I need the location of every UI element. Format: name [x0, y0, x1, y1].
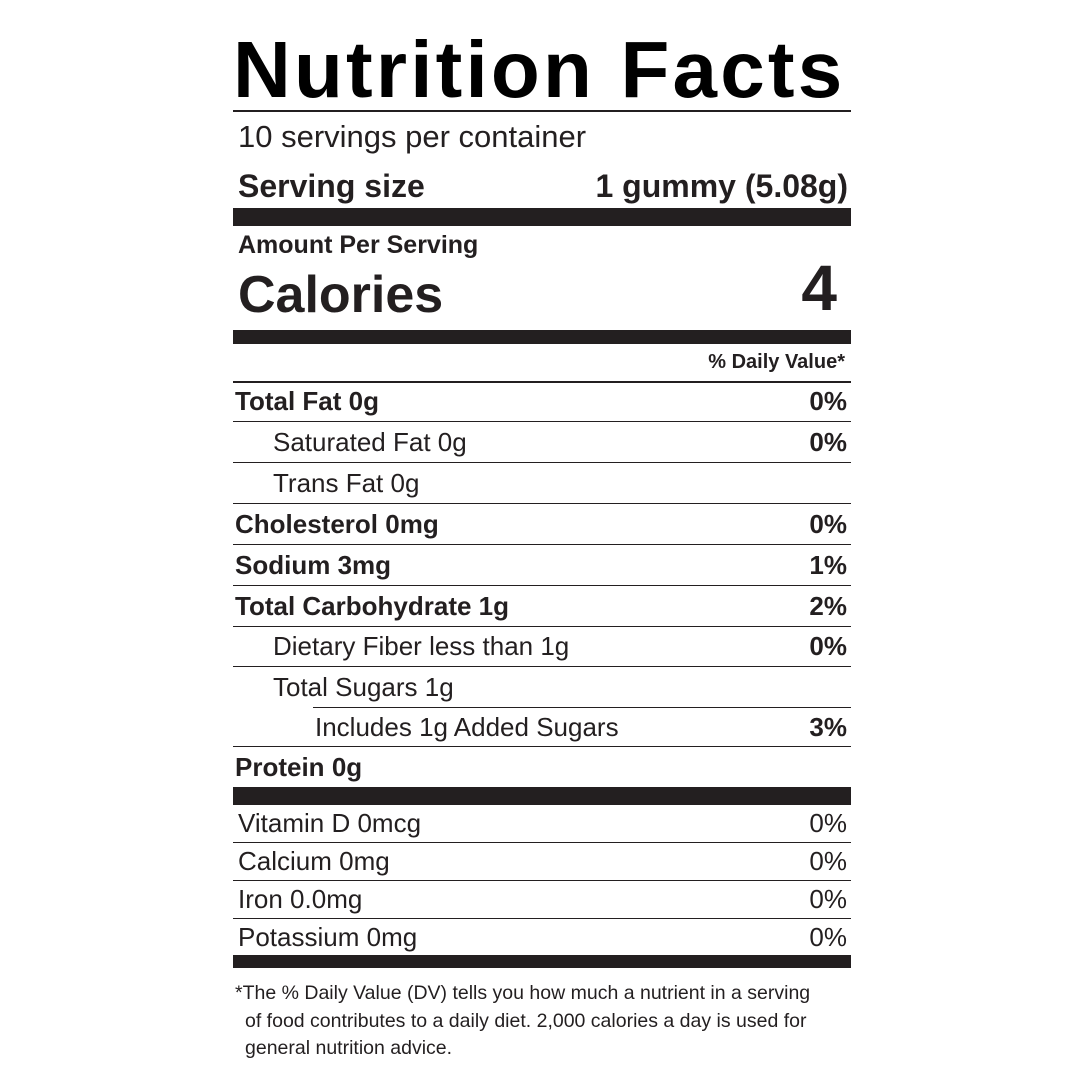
nutrient-text: Total Fat 0g — [233, 386, 379, 417]
thick-rule — [233, 955, 851, 968]
vitamin-row: Iron 0.0mg 0% — [233, 881, 851, 919]
nutrient-text: Dietary Fiber less than 1g — [233, 631, 569, 662]
nutrient-text: Sodium 3mg — [233, 550, 391, 581]
vitamin-text: Vitamin D 0mcg — [233, 808, 421, 839]
nutrient-row: Dietary Fiber less than 1g 0% — [233, 627, 851, 667]
nutrient-name: Trans Fat — [273, 467, 384, 498]
nutrient-name: Includes — [315, 711, 412, 742]
nutrient-amount: 0g — [348, 386, 379, 416]
nutrition-label: Nutrition Facts 10 servings per containe… — [233, 0, 851, 1080]
title: Nutrition Facts — [233, 25, 846, 114]
calories-value: 4 — [801, 252, 837, 324]
vitamin-amount: 0mg — [366, 921, 418, 952]
vitamin-name: Potassium — [238, 921, 360, 952]
vitamin-text: Iron 0.0mg — [233, 884, 362, 915]
nutrient-name: Total Sugars — [273, 672, 418, 702]
servings: 10 servings per container — [238, 119, 587, 154]
nutrient-amount: 0g — [437, 426, 467, 457]
nutrient-name: Dietary Fiber — [273, 631, 422, 661]
vitamin-amount: 0mg — [339, 846, 390, 876]
thick-rule — [233, 330, 851, 344]
nutrient-dv: 0% — [809, 631, 847, 661]
nutrient-dv: 3% — [809, 711, 847, 742]
nutrient-name: Cholesterol — [235, 508, 379, 539]
serving-size-value: 1 gummy (5.08g) — [595, 168, 848, 204]
nutrient-dv: 0% — [809, 508, 847, 539]
nutrient-dv: 0% — [809, 426, 847, 457]
nutrient-name: Saturated Fat — [273, 426, 431, 457]
vitamin-name: Calcium — [238, 846, 332, 876]
vitamin-text: Potassium 0mg — [233, 922, 417, 953]
vitamin-dv: 0% — [809, 846, 847, 876]
vitamin-amount: 0mcg — [357, 808, 422, 838]
nutrient-row: Sodium 3mg 1% — [233, 545, 851, 586]
nutrient-amount: less than 1g — [429, 631, 570, 661]
nutrient-row: Includes 1g Added Sugars 3% — [233, 708, 851, 747]
nutrient-text: Protein 0g — [233, 752, 362, 783]
nutrient-dv: 0% — [809, 386, 847, 416]
nutrient-text: Saturated Fat 0g — [233, 427, 467, 458]
nutrient-amount: 0g — [390, 467, 420, 498]
rule — [233, 381, 851, 383]
nutrient-text: Total Sugars 1g — [233, 672, 454, 703]
nutrient-name: Total Fat — [235, 386, 342, 416]
calories: Calories 4 — [233, 253, 851, 330]
nutrient-text: Trans Fat 0g — [233, 468, 419, 499]
vitamin-amount: 0.0mg — [290, 884, 363, 914]
vitamin-dv: 0% — [809, 884, 847, 914]
nutrient-amount: 0mg — [385, 508, 439, 539]
vitamin-dv: 0% — [809, 808, 847, 838]
amount-per-serving: Amount Per Serving — [238, 231, 479, 259]
serving-size-label: Serving size — [238, 168, 425, 204]
nutrient-row: Protein 0g — [233, 747, 851, 787]
vitamin-dv: 0% — [809, 921, 847, 952]
nutrient-name: Protein — [235, 751, 325, 782]
nutrient-dv: 2% — [809, 590, 847, 621]
thick-rule — [233, 787, 851, 805]
serving-size: Serving size 1 gummy (5.08g) — [233, 166, 851, 206]
nutrient-name: Total Carbohydrate — [235, 590, 472, 621]
vitamin-row: Calcium 0mg 0% — [233, 843, 851, 881]
nutrient-name: Sodium — [235, 549, 331, 580]
nutrient-text: Includes 1g Added Sugars — [233, 712, 619, 743]
rule — [313, 706, 851, 708]
calories-label: Calories — [238, 266, 444, 324]
thick-rule — [233, 208, 851, 226]
nutrient-amount: 0g — [331, 751, 363, 782]
nutrient-amount: 1g Added Sugars — [419, 711, 619, 742]
vitamin-row: Potassium 0mg 0% — [233, 919, 851, 955]
nutrient-text: Total Carbohydrate 1g — [233, 591, 509, 622]
nutrient-amount: 3mg — [337, 549, 392, 580]
nutrient-amount: 1g — [478, 590, 510, 621]
nutrient-text: Cholesterol 0mg — [233, 509, 439, 540]
vitamin-text: Calcium 0mg — [233, 846, 390, 877]
vitamin-name: Iron — [238, 884, 283, 914]
nutrient-dv: 1% — [809, 549, 847, 580]
nutrient-amount: 1g — [424, 672, 454, 702]
nutrient-row: Saturated Fat 0g 0% — [233, 422, 851, 463]
dv-header: % Daily Value* — [708, 351, 845, 373]
rule — [233, 110, 851, 112]
nutrient-row: Total Carbohydrate 1g 2% — [233, 586, 851, 627]
nutrient-row: Trans Fat 0g — [233, 463, 851, 504]
nutrient-row: Total Sugars 1g — [233, 667, 851, 708]
footnote: *The % Daily Value (DV) tells you how mu… — [235, 982, 811, 1059]
vitamin-row: Vitamin D 0mcg 0% — [233, 805, 851, 843]
vitamin-name: Vitamin D — [238, 808, 351, 838]
nutrient-row: Cholesterol 0mg 0% — [233, 504, 851, 545]
nutrient-row: Total Fat 0g 0% — [233, 382, 851, 422]
